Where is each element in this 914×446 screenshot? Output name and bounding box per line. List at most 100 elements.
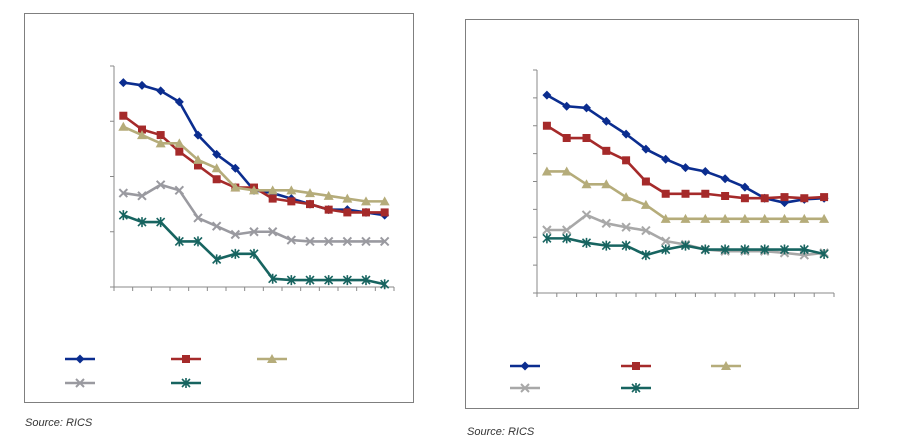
data-point-famagusta <box>305 275 315 286</box>
data-point-famagusta <box>174 236 184 247</box>
data-point-paphos <box>621 222 631 232</box>
data-point-famagusta <box>324 275 334 286</box>
series-limassol <box>542 121 829 203</box>
data-point-famagusta <box>641 250 651 261</box>
data-point-larnaca <box>342 193 353 203</box>
data-point-famagusta <box>212 254 222 265</box>
legend-entry-larnaca <box>257 354 287 363</box>
data-point-famagusta <box>581 237 592 248</box>
data-point-larnaca <box>174 138 185 148</box>
data-point-larnaca <box>601 179 612 189</box>
data-point-paphos <box>581 210 592 220</box>
data-point-paphos <box>230 229 241 240</box>
series-nicosia <box>542 90 829 208</box>
data-point-nicosia <box>621 129 631 139</box>
data-point-larnaca <box>660 213 671 223</box>
data-point-larnaca <box>193 154 203 164</box>
data-point-paphos <box>601 218 612 229</box>
data-point-nicosia <box>601 116 611 126</box>
legend-entry-nicosia <box>65 354 95 364</box>
legend-swatch-marker <box>631 383 641 393</box>
data-point-paphos <box>641 225 651 236</box>
series-famagusta <box>542 233 829 261</box>
data-point-famagusta <box>760 244 770 255</box>
data-point-nicosia <box>137 80 147 90</box>
data-point-paphos <box>267 227 278 237</box>
data-point-larnaca <box>739 213 750 223</box>
data-point-paphos <box>542 225 552 235</box>
data-point-famagusta <box>700 244 710 255</box>
data-point-famagusta <box>361 275 371 286</box>
legend-swatch-marker <box>267 354 277 363</box>
legend-swatch-marker <box>520 383 530 393</box>
data-point-nicosia <box>720 174 730 184</box>
data-point-larnaca <box>323 190 334 200</box>
data-point-famagusta <box>661 244 671 255</box>
data-point-limassol <box>156 131 165 140</box>
data-point-larnaca <box>155 138 166 148</box>
data-point-limassol <box>268 194 277 203</box>
data-point-larnaca <box>267 185 278 195</box>
data-point-famagusta <box>156 217 166 228</box>
data-point-paphos <box>323 236 334 247</box>
legend-entry-paphos <box>65 378 95 388</box>
data-point-limassol <box>780 193 789 202</box>
data-point-famagusta <box>740 244 750 255</box>
data-point-limassol <box>542 121 551 130</box>
data-point-nicosia <box>641 144 651 154</box>
legend-swatch-marker <box>181 378 191 388</box>
data-point-limassol <box>800 194 809 203</box>
data-point-limassol <box>380 208 389 217</box>
data-point-famagusta <box>819 248 829 259</box>
data-point-paphos <box>660 236 671 246</box>
data-point-limassol <box>701 189 710 198</box>
data-point-larnaca <box>700 213 711 223</box>
data-point-paphos <box>155 180 166 190</box>
data-point-limassol <box>681 189 690 198</box>
data-point-limassol <box>119 111 128 120</box>
data-point-paphos <box>211 221 222 231</box>
series-larnaca <box>118 121 390 206</box>
legend-swatch-marker <box>632 362 640 370</box>
data-point-limassol <box>820 193 829 202</box>
data-point-famagusta <box>542 233 552 244</box>
data-point-nicosia <box>582 103 591 113</box>
source-note-left: Source: RICS <box>25 417 93 429</box>
legend-entry-limassol <box>621 362 651 370</box>
data-point-nicosia <box>212 149 222 159</box>
data-point-limassol <box>306 200 314 209</box>
data-point-limassol <box>760 194 769 203</box>
series-line-nicosia <box>123 81 385 217</box>
legend-entry-famagusta <box>621 383 651 393</box>
data-point-famagusta <box>342 275 352 286</box>
data-point-famagusta <box>249 248 259 259</box>
data-point-limassol <box>622 156 631 165</box>
data-point-famagusta <box>720 244 730 255</box>
data-point-famagusta <box>286 275 296 286</box>
data-point-larnaca <box>779 213 790 223</box>
data-point-larnaca <box>640 199 651 209</box>
data-point-larnaca <box>720 213 731 223</box>
data-point-limassol <box>343 208 352 217</box>
data-point-paphos <box>174 185 185 196</box>
data-point-larnaca <box>759 213 770 223</box>
data-point-nicosia <box>661 154 671 164</box>
data-point-nicosia <box>562 101 572 111</box>
apartment-prices-chart-panel <box>24 13 414 403</box>
data-point-larnaca <box>561 166 572 176</box>
data-point-famagusta <box>562 233 572 244</box>
data-point-larnaca <box>249 185 259 195</box>
data-point-paphos <box>361 236 371 247</box>
data-point-paphos <box>286 235 297 245</box>
data-point-nicosia <box>156 86 166 96</box>
data-point-limassol <box>212 175 221 184</box>
data-point-nicosia <box>740 182 750 192</box>
data-point-limassol <box>602 146 611 155</box>
data-point-nicosia <box>174 97 184 107</box>
data-point-larnaca <box>379 196 390 206</box>
data-point-limassol <box>740 194 749 203</box>
data-point-paphos <box>137 191 147 201</box>
data-point-larnaca <box>581 179 592 189</box>
series-famagusta <box>118 210 390 290</box>
series-paphos <box>118 180 390 247</box>
